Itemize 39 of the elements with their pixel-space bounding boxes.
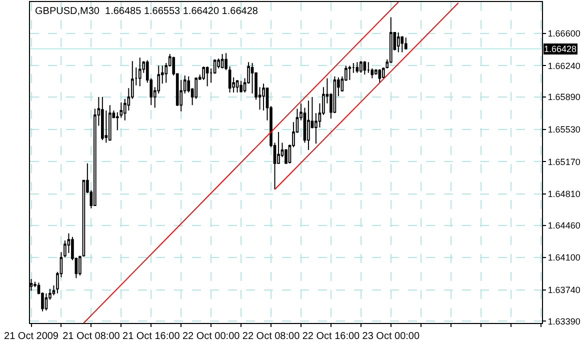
x-tick-label: 22 Oct 00:00 xyxy=(182,331,240,340)
candlestick xyxy=(138,57,142,87)
candlestick xyxy=(206,66,209,87)
y-tick-label: 1.65530 xyxy=(548,124,580,134)
candlestick xyxy=(400,36,404,53)
candlestick xyxy=(396,32,400,53)
candlestick xyxy=(360,60,362,74)
y-tick-label: 1.66240 xyxy=(548,60,580,71)
x-tick-label: 23 Oct 00:00 xyxy=(362,331,420,340)
candlestick xyxy=(101,96,104,141)
candlestick xyxy=(363,60,366,76)
candlestick xyxy=(307,100,310,150)
candlestick xyxy=(220,54,224,69)
x-tick-label: 22 Oct 16:00 xyxy=(302,331,360,340)
y-tick-label: 1.65170 xyxy=(548,156,580,167)
y-tick-label: 1.63390 xyxy=(548,316,580,326)
y-tick-label: 1.64460 xyxy=(548,220,580,230)
chart-title: GBPUSD,M30 1.66485 1.66553 1.66420 1.66428 xyxy=(35,6,258,17)
candlestick xyxy=(228,66,232,94)
y-tick-label: 1.64100 xyxy=(548,252,580,263)
candlestick xyxy=(404,37,408,50)
candlestick xyxy=(236,80,239,94)
y-tick-label: 1.65890 xyxy=(548,92,580,102)
y-tick-label: 1.66600 xyxy=(548,28,580,39)
x-tick-label: 21 Oct 16:00 xyxy=(122,331,180,340)
candlestick xyxy=(108,104,112,141)
x-tick-label: 21 Oct 08:00 xyxy=(62,331,120,340)
x-tick-label: 22 Oct 08:00 xyxy=(242,331,300,340)
y-tick-label: 1.63740 xyxy=(548,284,580,295)
candlestick xyxy=(348,65,352,81)
y-tick-label: 1.64810 xyxy=(548,189,580,200)
candlestick xyxy=(52,284,56,296)
candlestick xyxy=(224,52,228,71)
candlestick xyxy=(44,292,48,311)
x-tick-label: 21 Oct 2009 xyxy=(4,331,59,340)
candlestick xyxy=(356,62,359,74)
candlestick xyxy=(240,80,242,94)
candlestick xyxy=(378,68,382,84)
ref-line-label: 1.66428 xyxy=(544,44,577,54)
